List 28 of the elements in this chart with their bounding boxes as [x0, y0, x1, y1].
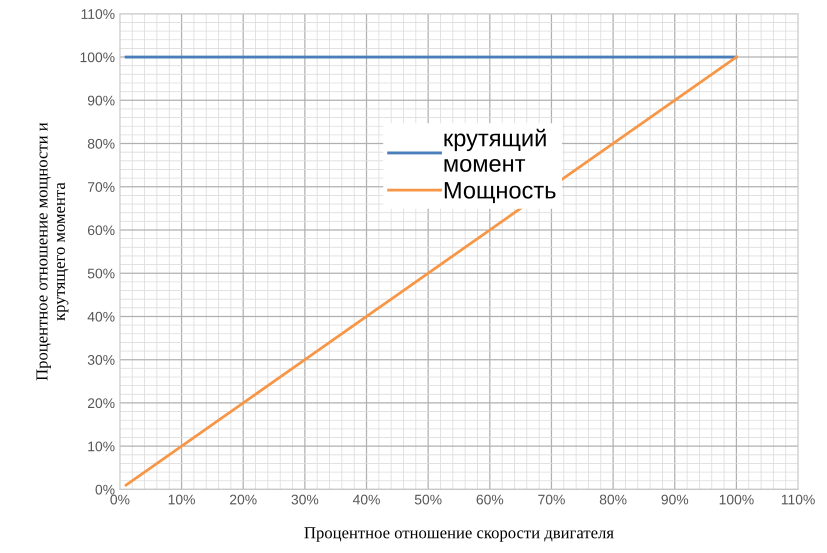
y-tick-label: 90% [88, 96, 115, 106]
x-tick-label: 40% [352, 494, 380, 504]
x-tick-label: 110% [782, 494, 815, 504]
x-tick-label: 100% [720, 494, 754, 504]
x-tick-label: 50% [414, 494, 442, 504]
y-tick-label: 50% [88, 268, 115, 278]
y-tick-label: 60% [88, 225, 115, 236]
y-tick-label: 20% [88, 398, 115, 408]
x-tick-label: 20% [230, 494, 257, 504]
x-tick-label: 30% [291, 494, 318, 504]
legend-label: крутящий момент [444, 128, 546, 172]
y-tick-label: 80% [88, 138, 115, 149]
x-tick-label: 80% [600, 494, 627, 504]
legend-label: Мощность [444, 182, 556, 204]
x-tick-label: 10% [168, 494, 195, 504]
y-tick-label: 10% [88, 442, 115, 452]
x-tick-label: 60% [476, 494, 504, 504]
y-tick-label: 110% [82, 9, 115, 19]
x-tick-label: 0% [110, 494, 130, 504]
y-tick-label: 70% [88, 182, 115, 192]
y-tick-label: 30% [88, 355, 115, 365]
x-axis-title: Процентное отношение скорости двигателя [304, 527, 614, 542]
y-axis-title: Процентное отношение мощности и крутящего момента [36, 122, 68, 380]
x-tick-label: 70% [538, 494, 565, 504]
y-tick-label: 40% [88, 312, 115, 322]
y-tick-label: 0% [96, 484, 115, 495]
y-tick-label: 100% [80, 52, 115, 62]
x-tick-label: 90% [662, 494, 688, 504]
